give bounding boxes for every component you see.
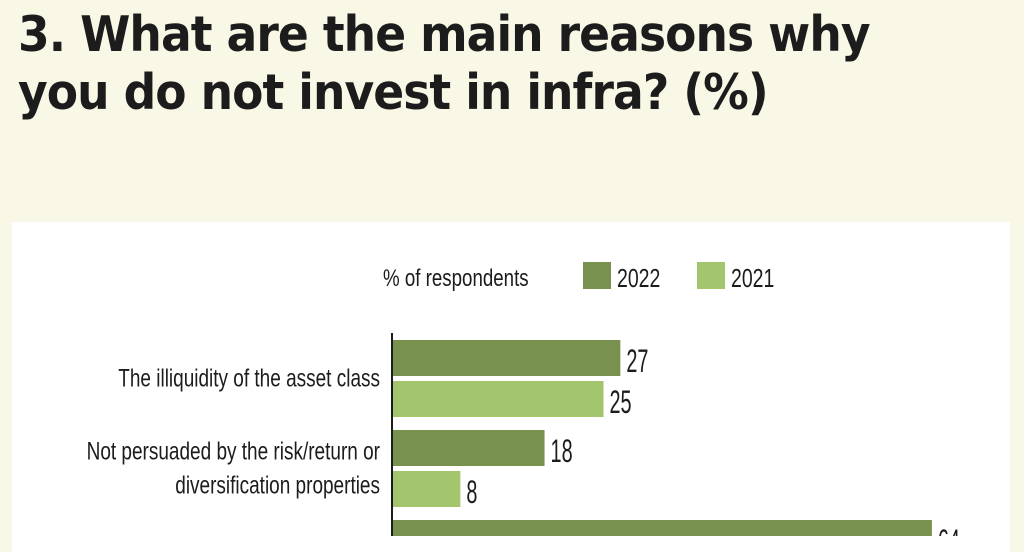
bar-2022 <box>393 520 932 536</box>
category-label: diversification properties <box>175 471 380 499</box>
legend-title: % of respondents <box>383 265 529 292</box>
data-label-2022: 27 <box>626 343 648 379</box>
data-label-2021: 25 <box>610 384 632 420</box>
data-label-2022: 18 <box>551 433 573 469</box>
category-label: The illiquidity of the asset class <box>118 364 380 392</box>
legend-swatch-2021 <box>697 262 725 289</box>
bar-2022 <box>393 340 621 376</box>
data-label-2022: 64 <box>938 523 960 536</box>
title-line-1: 3. What are the main reasons why <box>18 6 871 63</box>
bar-2021 <box>393 381 604 417</box>
chart-title: 3. What are the main reasons why you do n… <box>18 6 871 122</box>
legend-label-2022: 2022 <box>617 263 660 292</box>
bar-2022 <box>393 430 545 466</box>
data-label-2021: 8 <box>466 474 477 510</box>
bar-2021 <box>393 471 461 507</box>
category-label: Not persuaded by the risk/return or <box>87 437 381 465</box>
title-line-2: you do not invest in infra? (%) <box>18 64 769 121</box>
bar-chart: % of respondents 2022 2021 27 25 The illiquid… <box>87 262 960 536</box>
legend-swatch-2022 <box>583 262 611 289</box>
legend-label-2021: 2021 <box>731 263 774 292</box>
